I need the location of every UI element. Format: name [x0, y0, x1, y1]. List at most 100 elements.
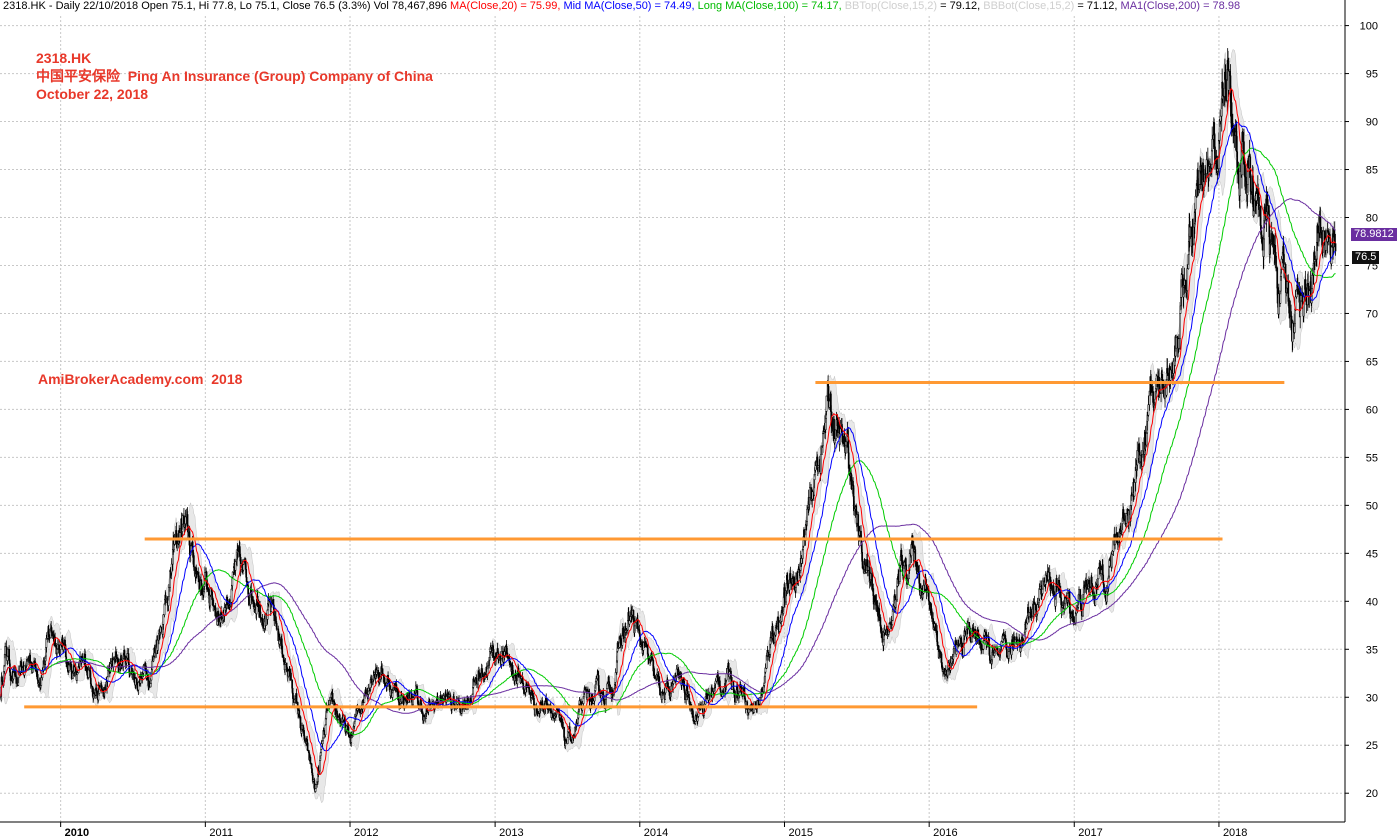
candle-body: [1219, 115, 1222, 122]
candle-body: [545, 697, 548, 704]
candle-body: [51, 631, 54, 637]
candle-body: [4, 646, 7, 655]
candle-body: [833, 438, 836, 444]
ma200-price-tag: 78.9812: [1351, 228, 1397, 241]
candle-body: [337, 717, 339, 720]
candle-body: [1211, 139, 1214, 151]
candle-body: [1166, 368, 1169, 374]
candle-body: [76, 674, 78, 681]
candle-body: [1133, 482, 1136, 497]
candle-body: [595, 678, 598, 682]
candle-body: [575, 722, 578, 725]
candle-body: [212, 599, 215, 607]
candle-body: [1311, 275, 1313, 289]
candle-body: [1319, 216, 1322, 233]
candle-body: [1122, 509, 1125, 520]
candle-body: [248, 604, 251, 606]
candle-body: [875, 600, 878, 606]
x-tick-label: 2018: [1223, 827, 1247, 839]
candle-body: [512, 669, 514, 679]
candle-body: [1100, 569, 1103, 574]
x-tick-label: 2015: [788, 827, 812, 839]
candle-body: [184, 516, 187, 525]
candle-body: [592, 700, 595, 704]
candle-body: [927, 592, 930, 602]
candle-body: [509, 661, 512, 665]
candle-body: [900, 550, 903, 562]
candle-body: [192, 555, 195, 568]
candle-body: [709, 694, 711, 696]
candle-body: [70, 664, 73, 671]
candle-body: [12, 672, 15, 680]
candle-body: [204, 572, 206, 579]
candle-body: [95, 690, 98, 694]
candle-body: [706, 693, 709, 698]
candle-body: [23, 665, 26, 676]
candle-body: [384, 682, 387, 687]
candle-body: [570, 739, 573, 742]
x-tick-label: 2014: [644, 827, 668, 839]
candle-body: [34, 663, 37, 671]
candle-body: [609, 684, 611, 693]
candle-body: [1072, 616, 1075, 622]
candle-body: [93, 692, 95, 695]
candle-body: [928, 600, 931, 605]
candle-body: [1114, 540, 1116, 545]
candle-body: [1111, 553, 1113, 568]
candle-body: [827, 386, 830, 399]
x-tick-label: 2012: [354, 827, 378, 839]
candle-body: [661, 691, 664, 695]
candle-body: [403, 699, 406, 701]
candle-body: [931, 611, 933, 619]
candle-body: [159, 626, 162, 633]
date-title: October 22, 2018: [36, 86, 149, 102]
candle-body: [1275, 255, 1277, 269]
y-tick-label: 30: [1366, 692, 1378, 704]
candle-body: [896, 585, 898, 601]
candle-body: [964, 630, 967, 635]
candle-body: [878, 608, 881, 618]
candle-body: [309, 756, 312, 764]
candle-body: [1175, 337, 1177, 349]
candle-body: [989, 660, 992, 663]
candle-body: [162, 614, 165, 625]
candle-body: [611, 694, 614, 696]
candle-body: [1097, 578, 1099, 586]
candle-body: [281, 653, 284, 658]
candle-body: [1147, 404, 1150, 416]
ma100-line: [0, 147, 1336, 736]
candle-body: [1053, 591, 1055, 597]
candle-body: [1186, 268, 1189, 291]
candle-body: [636, 619, 639, 630]
candle-body: [1041, 588, 1044, 594]
candle-body: [584, 687, 586, 691]
candle-body: [314, 788, 317, 792]
candle-body: [1178, 338, 1180, 349]
candle-body: [168, 587, 170, 597]
candle-body: [1255, 193, 1258, 201]
candle-body: [151, 660, 154, 670]
candle-body: [284, 664, 286, 671]
candle-body: [670, 685, 672, 694]
candle-body: [245, 577, 248, 582]
candle-body: [1239, 171, 1241, 196]
candle-body: [76, 672, 79, 675]
candle-body: [1194, 195, 1197, 210]
x-tick-label: 2017: [1078, 827, 1102, 839]
candle-body: [1097, 568, 1100, 579]
y-tick-label: 85: [1366, 165, 1378, 177]
y-tick-label: 35: [1366, 644, 1378, 656]
candle-body: [1044, 574, 1047, 585]
candle-body: [778, 622, 781, 632]
x-tick-label: 2016: [933, 827, 957, 839]
y-tick-label: 55: [1366, 452, 1378, 464]
candle-body: [893, 595, 896, 598]
candle-body: [1287, 281, 1290, 302]
candle-body: [481, 672, 484, 677]
ticker-title: 2318.HK: [36, 50, 92, 66]
candle-body: [1297, 288, 1300, 292]
y-tick-label: 95: [1366, 69, 1378, 81]
candle-body: [1179, 313, 1181, 339]
